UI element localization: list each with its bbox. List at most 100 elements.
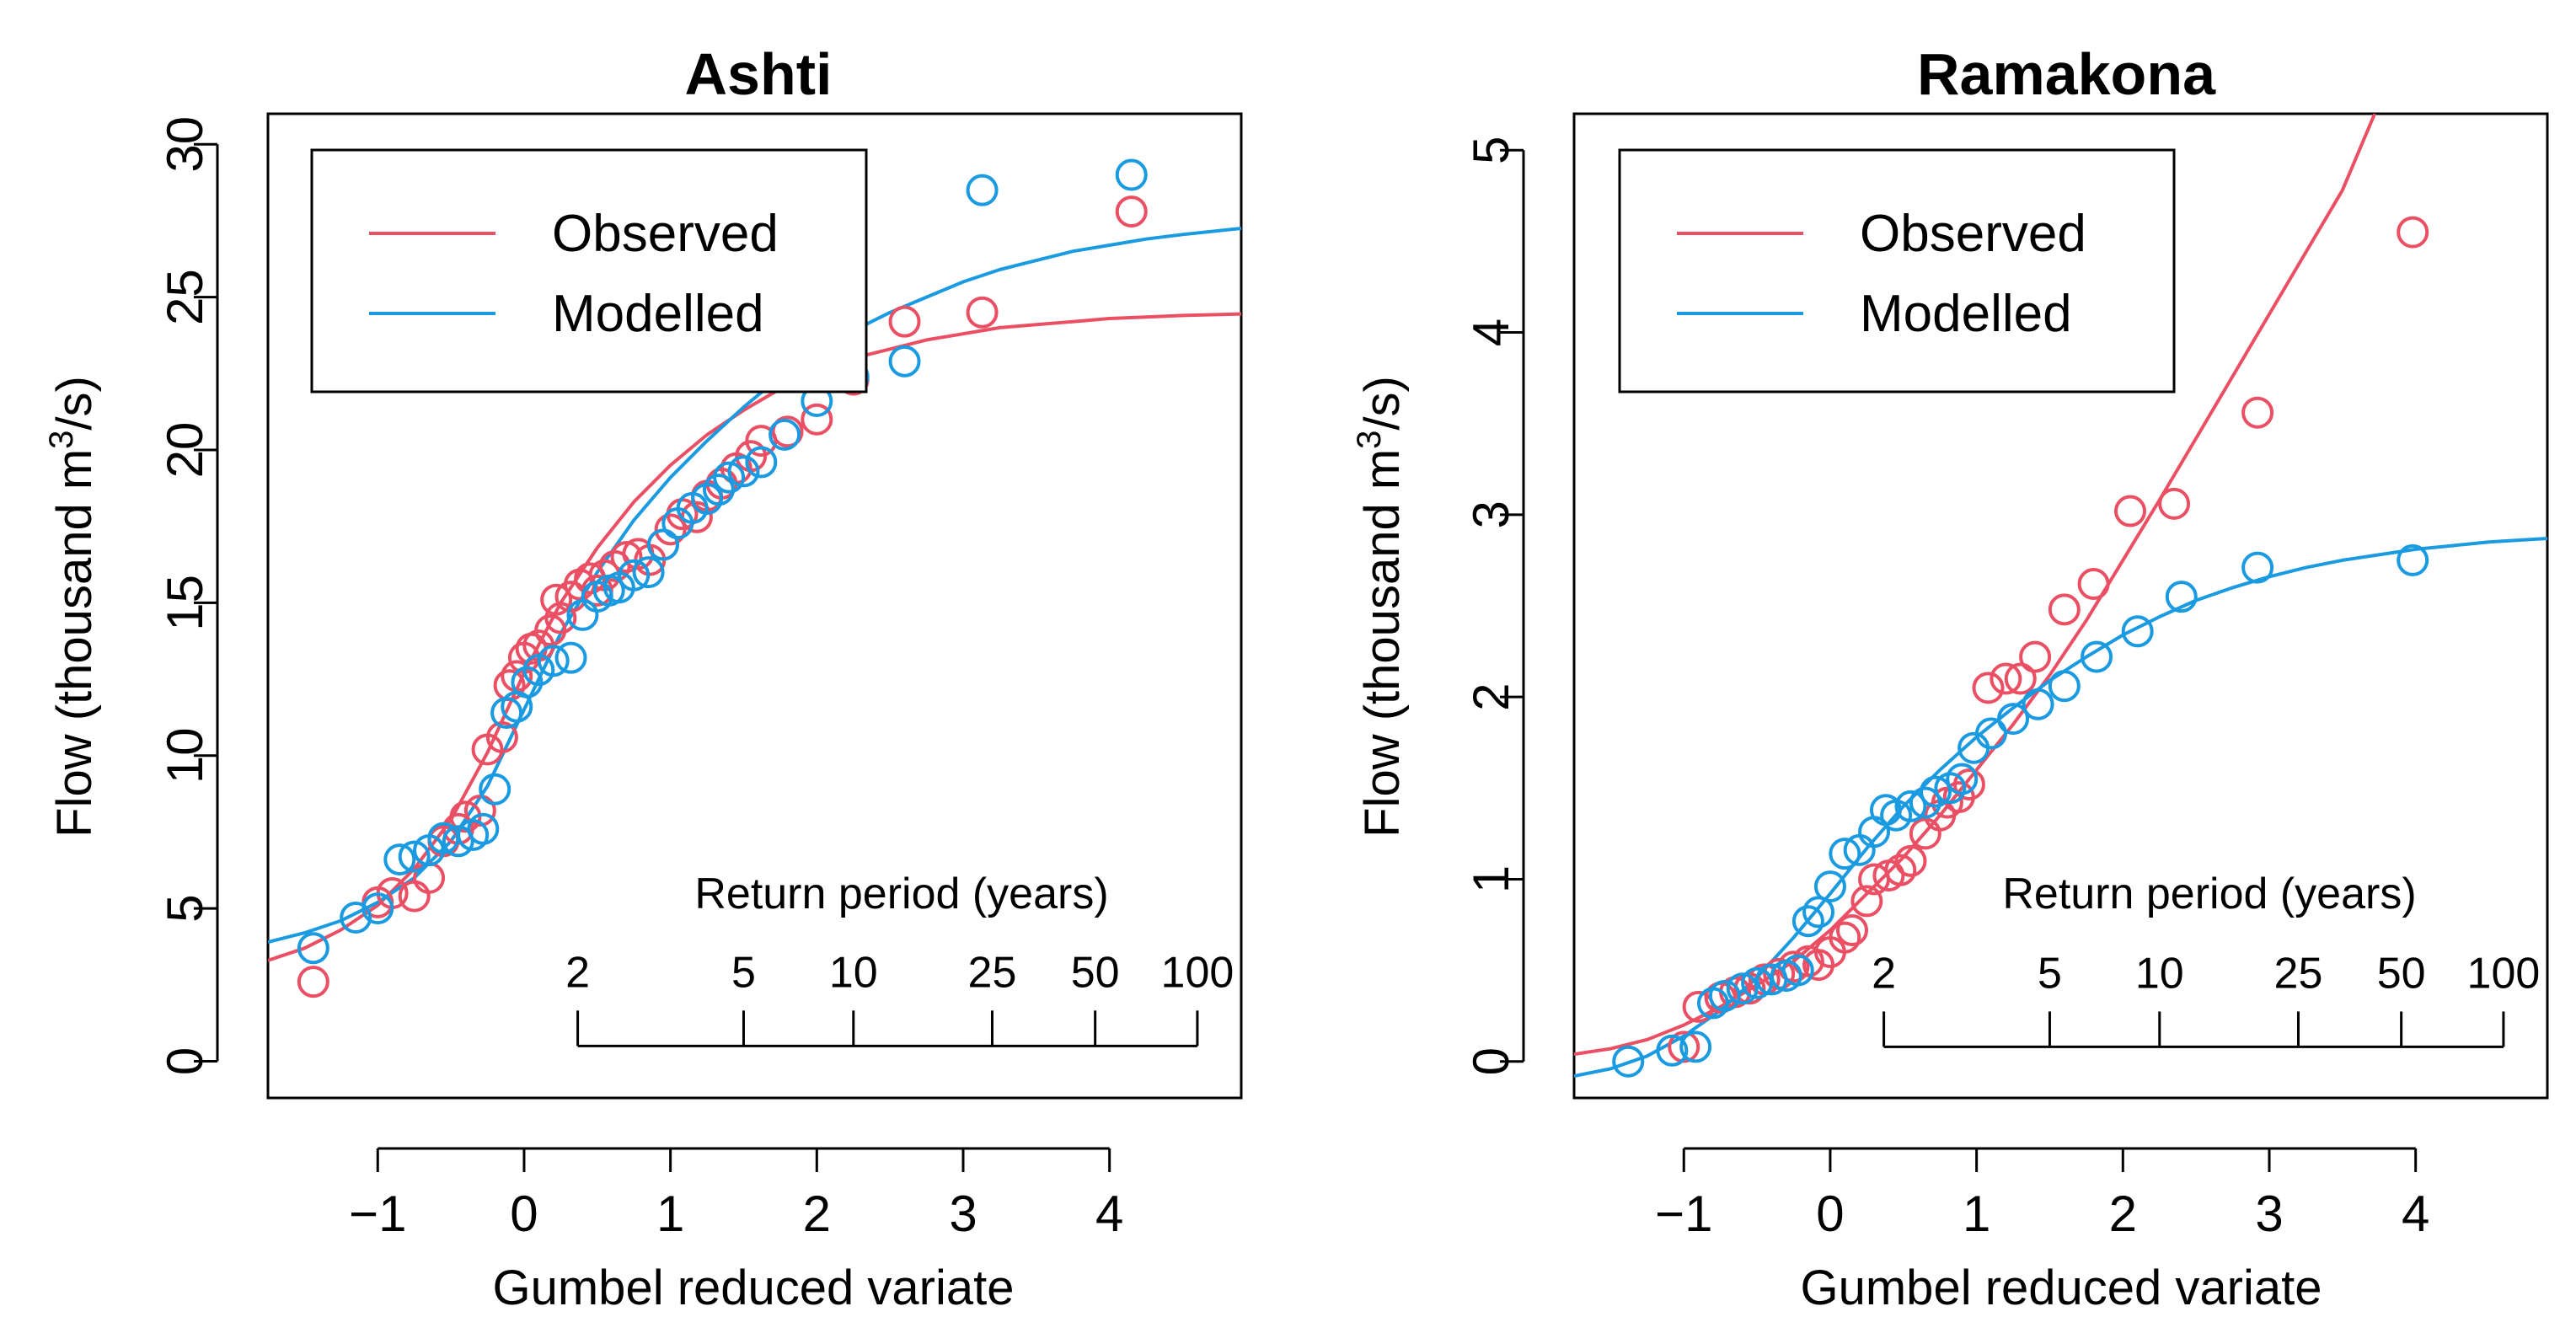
modelled-point bbox=[467, 812, 500, 845]
data-layer bbox=[268, 158, 1241, 998]
observed-point bbox=[1884, 854, 1917, 886]
return-period-label: 25 bbox=[968, 948, 1017, 997]
return-period-title: Return period (years) bbox=[694, 870, 1108, 918]
x-tick-label: −1 bbox=[1655, 1186, 1712, 1242]
return-period-label: 100 bbox=[1161, 948, 1234, 997]
modelled-point bbox=[2048, 670, 2081, 703]
return-period-label: 2 bbox=[565, 948, 590, 997]
observed-point bbox=[610, 540, 643, 573]
modelled-point bbox=[727, 455, 760, 488]
modelled-point bbox=[511, 666, 544, 699]
modelled-point bbox=[1894, 790, 1927, 822]
modelled-point bbox=[1920, 775, 1952, 808]
modelled-point bbox=[646, 528, 679, 561]
observed-point bbox=[1836, 914, 1868, 947]
y-tick-label: 5 bbox=[1463, 137, 1519, 164]
x-tick-label: 0 bbox=[1816, 1186, 1844, 1242]
modelled-point bbox=[1997, 703, 2030, 736]
modelled-point bbox=[1802, 896, 1835, 929]
modelled-point bbox=[383, 843, 416, 876]
ashti-panel: Ashti Flow (thousand m3/s) Gumbel reduce… bbox=[43, 41, 1243, 1315]
modelled-point bbox=[1829, 838, 1861, 870]
return-period-label: 50 bbox=[2377, 949, 2426, 998]
x-axis-label: Gumbel reduced variate bbox=[493, 1261, 1015, 1315]
modelled-point bbox=[1909, 786, 1941, 819]
observed-point bbox=[2019, 640, 2052, 673]
observed-point bbox=[2158, 487, 2191, 520]
modelled-point bbox=[554, 641, 587, 674]
return-period-label: 5 bbox=[2038, 949, 2062, 998]
modelled-point bbox=[1115, 158, 1148, 191]
y-tick-label: 1 bbox=[1463, 865, 1519, 893]
modelled-point bbox=[2081, 640, 2113, 673]
plot-frame bbox=[1572, 112, 2549, 1100]
y-tick-label: 25 bbox=[157, 269, 213, 325]
return-period-title: Return period (years) bbox=[2002, 870, 2416, 918]
y-tick-label: 0 bbox=[1463, 1047, 1519, 1075]
modelled-point bbox=[361, 892, 394, 925]
observed-curve bbox=[1574, 114, 2376, 1057]
x-tick-label: 2 bbox=[803, 1186, 831, 1242]
modelled-point bbox=[769, 418, 801, 451]
modelled-point bbox=[618, 559, 651, 592]
observed-point bbox=[1894, 844, 1927, 877]
y-axis-label: Flow (thousand m3/s) bbox=[43, 376, 102, 838]
modelled-point bbox=[1946, 763, 1979, 795]
observed-point bbox=[449, 800, 482, 833]
return-period-label: 50 bbox=[1071, 948, 1120, 997]
x-tick-label: 3 bbox=[2255, 1186, 2283, 1242]
observed-point bbox=[2114, 495, 2146, 527]
modelled-point bbox=[1612, 1045, 1645, 1078]
modelled-point bbox=[1726, 972, 1759, 1005]
y-tick-label: 4 bbox=[1463, 319, 1519, 346]
modelled-point bbox=[1708, 979, 1741, 1012]
y-tick-label: 3 bbox=[1463, 501, 1519, 528]
observed-point bbox=[2397, 216, 2429, 249]
observed-point bbox=[2004, 662, 2037, 695]
modelled-point bbox=[1679, 1031, 1712, 1063]
modelled-point bbox=[340, 901, 372, 934]
observed-point bbox=[2077, 568, 2110, 601]
observed-point bbox=[801, 403, 833, 436]
modelled-point bbox=[1656, 1034, 1689, 1067]
modelled-point bbox=[1791, 905, 1824, 938]
modelled-point bbox=[2241, 551, 2274, 584]
x-tick-label: 4 bbox=[1095, 1186, 1123, 1242]
observed-point bbox=[463, 795, 496, 827]
observed-point bbox=[1682, 990, 1715, 1023]
modelled-point bbox=[1813, 870, 1846, 903]
panel-title: Ramakona bbox=[1917, 41, 2216, 107]
modelled-point bbox=[442, 825, 474, 858]
legend: Observed Modelled bbox=[1618, 148, 2176, 393]
modelled-point bbox=[888, 345, 921, 377]
x-tick-label: 0 bbox=[510, 1186, 538, 1242]
modelled-point bbox=[2022, 688, 2054, 720]
y-tick-label: 10 bbox=[157, 727, 213, 784]
x-tick-label: 3 bbox=[949, 1186, 977, 1242]
modelled-point bbox=[713, 461, 746, 494]
modelled-point bbox=[966, 174, 999, 206]
x-tick-label: 1 bbox=[656, 1186, 684, 1242]
data-layer bbox=[1574, 114, 2547, 1078]
y-axis-label: Flow (thousand m3/s) bbox=[1351, 376, 1410, 838]
modelled-point bbox=[479, 773, 511, 806]
modelled-point bbox=[1781, 954, 1814, 987]
legend-box bbox=[310, 148, 868, 393]
modelled-point bbox=[2397, 543, 2429, 576]
observed-point bbox=[2241, 396, 2274, 429]
observed-point bbox=[1850, 885, 1883, 918]
observed-point bbox=[540, 583, 573, 616]
modelled-point bbox=[398, 840, 431, 873]
return-period-label: 100 bbox=[2467, 949, 2541, 998]
panel-title: Ashti bbox=[685, 41, 833, 107]
legend-label-modelled: Modelled bbox=[1860, 285, 2072, 343]
observed-point bbox=[1829, 921, 1861, 954]
x-tick-label: 1 bbox=[1963, 1186, 1990, 1242]
plot-frame bbox=[266, 112, 1243, 1100]
return-period-label: 10 bbox=[2135, 949, 2184, 998]
legend: Observed Modelled bbox=[310, 148, 868, 393]
x-tick-label: 2 bbox=[2109, 1186, 2137, 1242]
observed-point bbox=[1115, 195, 1148, 228]
x-tick-label: 4 bbox=[2402, 1186, 2429, 1242]
